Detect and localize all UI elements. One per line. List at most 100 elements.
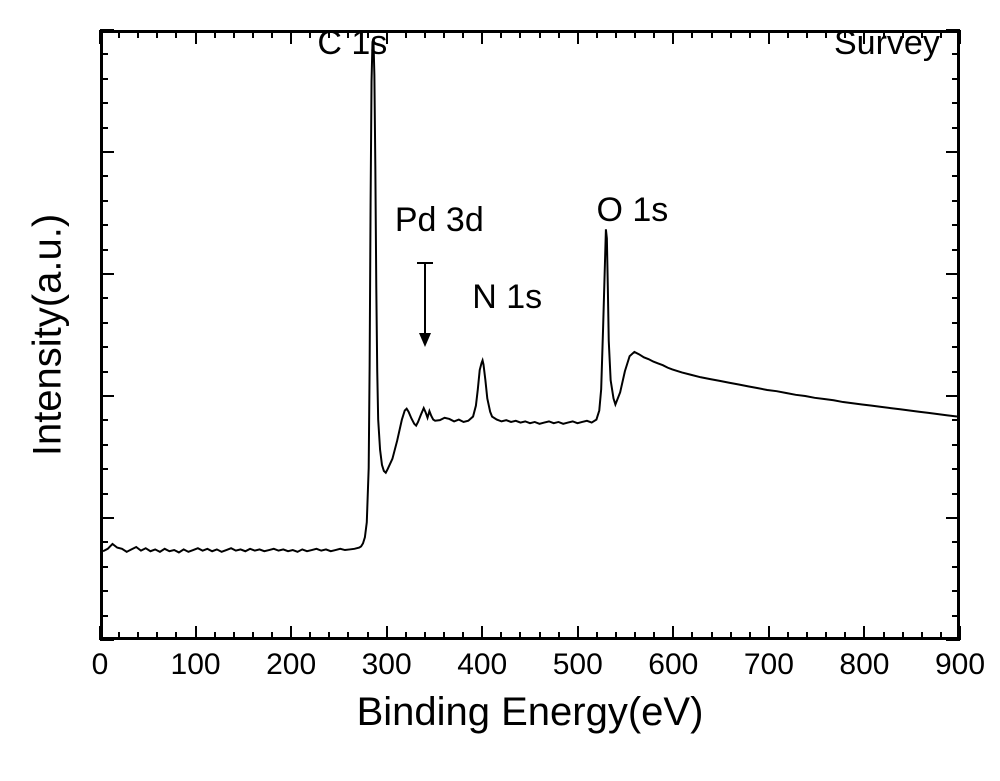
minor-tick	[634, 30, 636, 38]
minor-tick	[539, 30, 541, 38]
peak-label: N 1s	[472, 278, 542, 317]
minor-tick	[100, 566, 108, 568]
minor-tick	[175, 30, 177, 38]
minor-tick	[214, 632, 216, 640]
minor-tick	[730, 632, 732, 640]
minor-tick	[424, 632, 426, 640]
minor-tick	[787, 30, 789, 38]
major-tick	[100, 29, 114, 31]
minor-tick	[952, 249, 960, 251]
minor-tick	[214, 30, 216, 38]
x-tick-label: 100	[171, 648, 221, 682]
minor-tick	[558, 632, 560, 640]
minor-tick	[558, 30, 560, 38]
minor-tick	[952, 127, 960, 129]
x-axis-title: Binding Energy(eV)	[357, 690, 704, 735]
minor-tick	[691, 30, 693, 38]
minor-tick	[806, 30, 808, 38]
minor-tick	[100, 102, 108, 104]
x-tick-label: 500	[553, 648, 603, 682]
minor-tick	[952, 200, 960, 202]
minor-tick	[175, 632, 177, 640]
minor-tick	[367, 632, 369, 640]
minor-tick	[806, 632, 808, 640]
minor-tick	[328, 632, 330, 640]
minor-tick	[100, 53, 108, 55]
major-tick	[577, 30, 579, 44]
major-tick	[99, 30, 101, 44]
major-tick	[768, 626, 770, 640]
minor-tick	[952, 53, 960, 55]
minor-tick	[100, 224, 108, 226]
major-tick	[290, 626, 292, 640]
minor-tick	[952, 615, 960, 617]
minor-tick	[711, 30, 713, 38]
major-tick	[100, 273, 114, 275]
minor-tick	[596, 30, 598, 38]
major-tick	[100, 395, 114, 397]
minor-tick	[118, 30, 120, 38]
major-tick	[672, 626, 674, 640]
minor-tick	[233, 30, 235, 38]
major-tick	[768, 30, 770, 44]
minor-tick	[137, 632, 139, 640]
minor-tick	[952, 102, 960, 104]
minor-tick	[921, 632, 923, 640]
minor-tick	[615, 30, 617, 38]
minor-tick	[405, 632, 407, 640]
minor-tick	[653, 30, 655, 38]
minor-tick	[100, 322, 108, 324]
x-tick-label: 300	[362, 648, 412, 682]
peak-label: C 1s	[317, 24, 387, 63]
major-tick	[577, 626, 579, 640]
x-tick-label: 0	[92, 648, 109, 682]
minor-tick	[100, 346, 108, 348]
major-tick	[946, 151, 960, 153]
minor-tick	[952, 322, 960, 324]
minor-tick	[519, 30, 521, 38]
minor-tick	[825, 632, 827, 640]
y-axis-title: Intensity(a.u.)	[26, 214, 71, 456]
x-tick-label: 900	[935, 648, 985, 682]
major-tick	[946, 395, 960, 397]
minor-tick	[952, 590, 960, 592]
minor-tick	[405, 30, 407, 38]
major-tick	[195, 30, 197, 44]
minor-tick	[424, 30, 426, 38]
major-tick	[100, 639, 114, 641]
minor-tick	[100, 468, 108, 470]
plot-area	[100, 30, 960, 640]
minor-tick	[309, 632, 311, 640]
minor-tick	[100, 493, 108, 495]
minor-tick	[271, 30, 273, 38]
major-tick	[386, 626, 388, 640]
major-tick	[481, 30, 483, 44]
x-tick-label: 200	[266, 648, 316, 682]
minor-tick	[100, 297, 108, 299]
spectrum-line	[103, 33, 957, 637]
major-tick	[99, 626, 101, 640]
major-tick	[946, 29, 960, 31]
minor-tick	[100, 175, 108, 177]
x-tick-label: 800	[839, 648, 889, 682]
minor-tick	[952, 78, 960, 80]
minor-tick	[462, 632, 464, 640]
major-tick	[290, 30, 292, 44]
minor-tick	[952, 371, 960, 373]
minor-tick	[462, 30, 464, 38]
minor-tick	[596, 632, 598, 640]
minor-tick	[443, 30, 445, 38]
peak-label: Survey	[834, 24, 940, 63]
minor-tick	[952, 175, 960, 177]
major-tick	[100, 517, 114, 519]
minor-tick	[156, 632, 158, 640]
minor-tick	[500, 632, 502, 640]
minor-tick	[100, 249, 108, 251]
minor-tick	[952, 468, 960, 470]
minor-tick	[100, 127, 108, 129]
minor-tick	[952, 346, 960, 348]
minor-tick	[749, 632, 751, 640]
minor-tick	[952, 419, 960, 421]
major-tick	[195, 626, 197, 640]
minor-tick	[100, 444, 108, 446]
